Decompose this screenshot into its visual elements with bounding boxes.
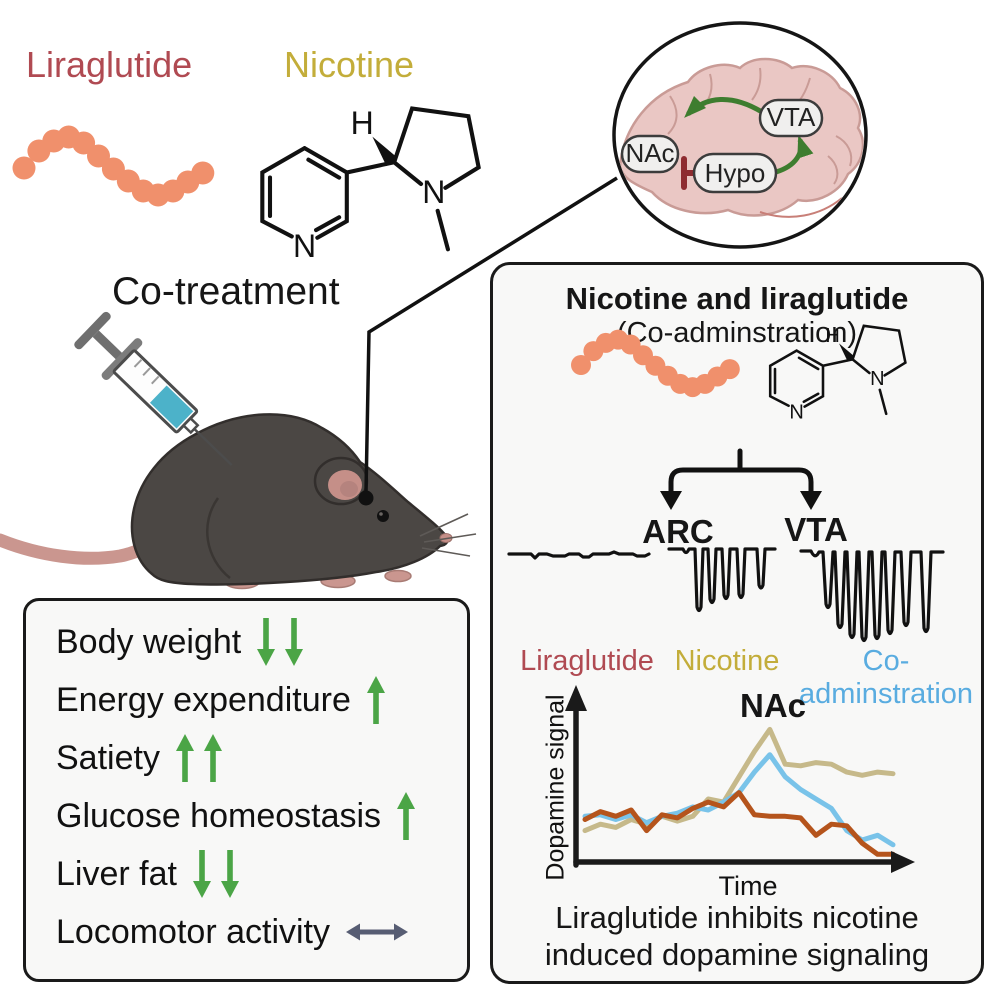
arc-region-label: ARC [642, 513, 714, 550]
hypo-pill [692, 152, 778, 194]
effect-arrows [255, 616, 305, 668]
nicotine-structure-icon [238, 88, 498, 273]
hypo-to-vta-arrow-icon [775, 134, 814, 175]
series-line-co-adminstration [582, 752, 896, 848]
effect-row-energy-expenditure: Energy expenditure [56, 671, 467, 729]
peptide-bead [72, 131, 96, 155]
up-arrow-icon [203, 734, 222, 782]
nicotine-trace [667, 547, 777, 613]
peptide-bead [12, 156, 36, 180]
panel-subtitle: (Co-adminstration) [616, 317, 858, 349]
co-treatment-title: Co-treatment [112, 270, 340, 313]
down-arrow-icon [192, 850, 211, 898]
effect-label: Glucose homeostasis [56, 796, 382, 835]
effect-label: Body weight [56, 622, 242, 661]
condition-label-nicotine: Nicotine [674, 645, 780, 677]
chart-title: NAc [739, 687, 807, 724]
effect-row-glucose-homeostasis: Glucose homeostasis [56, 787, 467, 845]
peptide-bead [571, 355, 591, 375]
liraglutide-title: Liraglutide [26, 44, 193, 85]
effect-label: Locomotor activity [56, 912, 330, 951]
effect-arrows [191, 848, 241, 900]
syringe-liquid [149, 385, 194, 429]
brain-region-pills: NAc Hypo VTA [620, 98, 824, 194]
vta-label: VTA [767, 102, 816, 132]
effect-label: Satiety [56, 738, 160, 777]
dopamine-signal-chart [565, 685, 915, 873]
caption-line-1: Liraglutide inhibits nicotine [555, 900, 919, 935]
effect-label: Liver fat [56, 854, 177, 893]
y-axis-arrow-icon [565, 685, 587, 711]
vta-region-label: VTA [784, 511, 848, 548]
liraglutide-trace [507, 550, 651, 560]
vta-to-nac-arrow-icon [684, 95, 764, 118]
effect-row-satiety: Satiety [56, 729, 467, 787]
liraglutide-peptide-icon [12, 125, 215, 207]
arc-arrowhead-icon [660, 491, 682, 510]
hypo-label: Hypo [705, 158, 766, 188]
effect-arrows [395, 790, 417, 842]
down-arrow-icon [220, 850, 239, 898]
up-arrow-icon [397, 792, 416, 840]
effect-arrows [344, 920, 410, 944]
condition-label-liraglutide: Liraglutide [520, 645, 654, 677]
liraglutide-peptide-icon [571, 329, 740, 398]
effect-row-body-weight: Body weight [56, 613, 467, 671]
effect-arrows [365, 674, 387, 726]
up-arrow-icon [366, 676, 385, 724]
syringe-icon [74, 311, 233, 466]
x-axis-arrow-icon [891, 851, 915, 873]
vta-arrowhead-icon [800, 491, 822, 510]
mouse-illustration [0, 413, 477, 590]
series-line-liraglutide [582, 790, 896, 857]
effect-row-liver-fat: Liver fat [56, 845, 467, 903]
mouse-whiskers [419, 513, 477, 557]
effect-label: Energy expenditure [56, 680, 351, 719]
brain-illustration [618, 57, 864, 218]
nicotine-title: Nicotine [284, 44, 415, 85]
effect-row-locomotor-activity: Locomotor activity [56, 903, 467, 961]
nac-pill [620, 134, 680, 174]
up-arrow-icon [175, 734, 194, 782]
both-arrow-icon [346, 923, 408, 941]
peptide-bead [87, 144, 110, 168]
condition-label-co-administration: Co-adminstration [798, 645, 974, 710]
panel-line-art [507, 448, 945, 643]
panel-caption: Liraglutide inhibits nicotine induced do… [493, 899, 981, 973]
series-line-nicotine [582, 726, 896, 834]
vta-pill [758, 98, 824, 138]
split-bracket-icon [668, 448, 814, 496]
effects-panel: Body weight Energy expenditure Satiety G… [23, 598, 470, 982]
chart-x-axis-label: Time [718, 871, 778, 901]
down-arrow-icon [285, 618, 304, 666]
mouse-eye [377, 510, 389, 522]
brain-inset: NAc Hypo VTA [612, 21, 868, 249]
caption-line-2: induced dopamine signaling [544, 937, 930, 972]
peptide-bead [191, 161, 215, 185]
peptide-bead [719, 359, 740, 380]
co-administration-trace [799, 549, 945, 643]
mouse-body [130, 413, 449, 586]
chart-series-lines [582, 726, 896, 857]
panel-title: Nicotine and liraglutide [565, 281, 909, 316]
effect-arrows [174, 732, 224, 784]
down-arrow-icon [257, 618, 276, 666]
co-administration-panel: Nicotine and liraglutide (Co-adminstrati… [490, 262, 984, 984]
nac-label: NAc [625, 138, 674, 168]
